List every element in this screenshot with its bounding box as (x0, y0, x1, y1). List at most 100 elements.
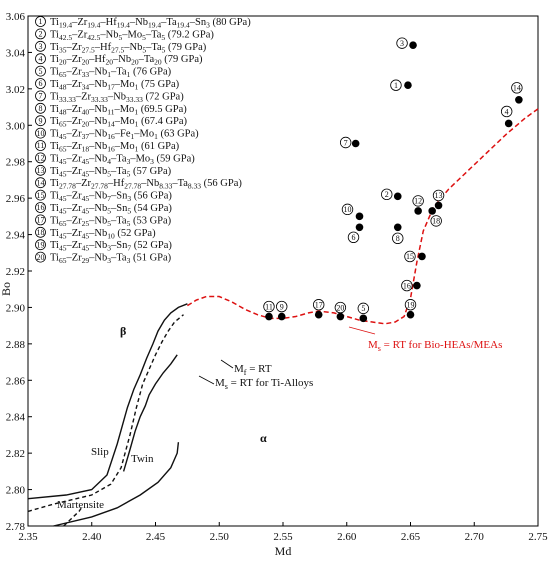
point-number-badge (404, 250, 416, 263)
transformation-curves (27, 108, 539, 527)
legend-number-badge (35, 239, 46, 251)
legend-number: 13 (37, 166, 45, 175)
point-number-badge (404, 299, 417, 311)
point-number-label: 5 (361, 304, 365, 313)
legend-number: 3 (39, 42, 43, 51)
x-tick-label: 2.40 (82, 531, 102, 543)
y-axis-title: Bo (0, 282, 13, 296)
y-tick-label: 3.02 (6, 84, 25, 96)
legend-entry-text: Ti33.33–Zr33.33–Nb33.33 (72 GPa) (50, 91, 184, 104)
y-tick-label: 3.04 (6, 47, 26, 59)
point-number-label: 16 (403, 281, 411, 290)
legend-entry-text: Ti35–Zr27.5–Hf27.5–Nb5–Ta5 (79 GPa) (50, 42, 207, 55)
legend-entry-text: Ti19.4–Zr19.4–Hf19.4–Nb19.4–Ta19.4–Sn3 (… (50, 17, 251, 30)
legend-entry-text: Ti45–Zr37–Nb16–Fe1–Mo1 (63 GPa) (50, 129, 199, 142)
legend-number-badge (35, 152, 46, 164)
data-point-2 (393, 192, 402, 201)
x-tick-label: 2.60 (337, 531, 357, 543)
legend-entry-text: Ti65–Zr29–Nb3–Ta3 (51 GPa) (50, 253, 172, 266)
martensite-label: Martensite (57, 499, 104, 511)
legend-entry-text: Ti45–Zr45–Nb4–Ta3–Mo3 (59 GPa) (50, 153, 195, 166)
point-number-label: 19 (407, 301, 415, 310)
point-number-label: 15 (406, 252, 414, 261)
y-axis: 2.78 2.80 2.82 2.84 2.86 2.88 2.90 2.92 2.94 2.96… (6, 11, 32, 533)
data-point-14 (515, 95, 523, 104)
legend-number-badge (35, 251, 46, 263)
legend-number-badge (35, 90, 46, 102)
point-number-badge (396, 37, 408, 49)
legend-number: 16 (37, 203, 45, 212)
legend-number: 6 (39, 79, 43, 88)
mf-rt-label: Mf = RT (234, 363, 272, 377)
point-number-badge (381, 188, 393, 201)
point-number-label: 8 (396, 234, 400, 243)
ms-ti-leader (198, 375, 215, 385)
legend-number-badge (35, 115, 46, 127)
legend-number-badge (35, 189, 46, 201)
y-tick-label: 2.80 (6, 485, 26, 497)
legend-number: 17 (37, 216, 45, 225)
legend-number: 8 (39, 104, 43, 113)
legend-number: 19 (37, 240, 45, 249)
legend-number-badge (35, 78, 46, 89)
legend-number-badge (35, 226, 46, 238)
alloy-legend: 1 Ti19.4–Zr19.4–Hf19.4–Nb19.4–Ta19.4–Sn3 … (35, 16, 251, 266)
lower-solid-curve (53, 442, 180, 527)
legend-number: 7 (39, 92, 43, 101)
data-point-13 (434, 201, 443, 210)
y-tick-label: 2.90 (6, 302, 26, 314)
legend-number: 15 (37, 191, 45, 200)
point-number-badge (276, 300, 288, 313)
point-number-label: 3 (400, 39, 404, 48)
legend-number-badge (35, 214, 46, 226)
twin-label: Twin (131, 453, 154, 465)
y-tick-label: 2.78 (6, 521, 26, 533)
legend-number: 9 (39, 116, 43, 125)
alpha-region-label: α (260, 431, 267, 445)
data-point-10 (355, 212, 364, 221)
x-tick-label: 2.35 (18, 531, 38, 543)
point-number-label: 7 (344, 138, 348, 147)
data-point-16 (413, 281, 421, 290)
point-number-label: 13 (435, 191, 443, 200)
point-number-badge (500, 105, 513, 118)
legend-number-badge (35, 65, 46, 77)
legend-number: 12 (37, 154, 45, 163)
legend-entry-text: Ti48–Zr34–Nb17–Mo1 (75 GPa) (50, 79, 180, 92)
y-tick-label: 3.06 (6, 11, 26, 23)
legend-number-badge (35, 53, 46, 65)
point-number-label: 18 (432, 217, 440, 226)
point-number-label: 1 (394, 81, 398, 90)
point-number-label: 4 (505, 107, 509, 116)
legend-number: 20 (37, 253, 45, 262)
legend-number-badge (35, 40, 46, 52)
data-point-15 (418, 252, 426, 261)
legend-entry-text: Ti45–Zr45–Nb10 (52 GPa) (50, 228, 156, 241)
data-point-5 (359, 314, 368, 323)
point-number-badge (390, 79, 402, 91)
ms-ti-alloys-curve (27, 303, 188, 500)
y-tick-label: 2.92 (6, 266, 25, 278)
legend-entry-text: Ti20–Zr20–Hf20–Nb20–Ta20 (79 GPa) (50, 54, 203, 66)
y-tick-label: 2.84 (6, 412, 26, 424)
point-number-badge (392, 232, 404, 244)
x-axis: 2.35 2.40 2.45 2.50 2.55 2.60 2.65 2.70 2.75 (18, 522, 548, 543)
legend-number: 5 (39, 67, 43, 76)
legend-number: 1 (39, 17, 43, 26)
point-number-label: 17 (315, 301, 323, 310)
point-number-label: 20 (336, 303, 344, 312)
legend-entry-text: Ti45–Zr45–Nb3–Sn7 (52 GPa) (50, 240, 172, 253)
ms-ti-alloys-label: Ms = RT for Ti-Alloys (215, 377, 313, 391)
ms-bio-heas-label: Ms = RT for Bio-HEAs/MEAs (368, 339, 502, 353)
data-point-6 (355, 223, 364, 232)
data-point-19 (406, 310, 415, 319)
point-number-badge (357, 302, 370, 315)
point-number-badge (263, 300, 275, 313)
point-number-badge (313, 299, 325, 311)
data-point-4 (504, 119, 513, 128)
legend-entry-text: Ti42.5–Zr42.5–Nb5–Mo5–Ta5 (79.2 GPa) (50, 29, 214, 42)
y-tick-label: 2.94 (6, 230, 26, 242)
data-point-9 (277, 312, 286, 321)
y-tick-label: 2.86 (6, 375, 26, 387)
legend-entry-text: Ti48–Zr40–Nb11–Mo1 (69.5 GPa) (50, 104, 187, 117)
